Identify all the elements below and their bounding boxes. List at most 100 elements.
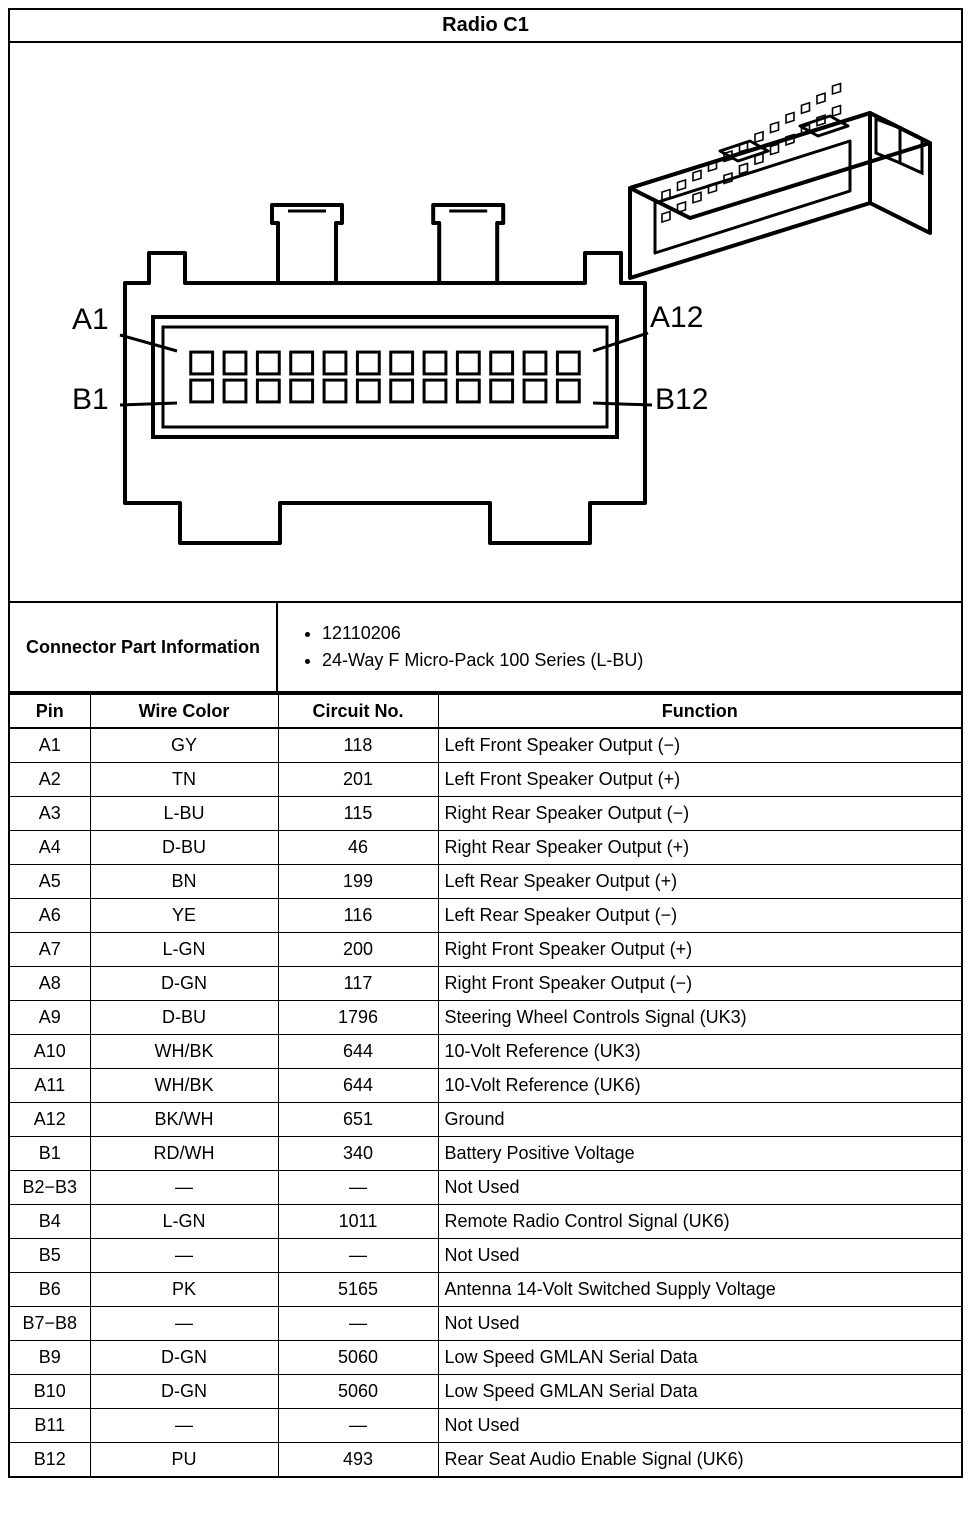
cell-func: Remote Radio Control Signal (UK6) [438, 1204, 961, 1238]
cell-circuit: — [278, 1238, 438, 1272]
table-row: B6PK5165Antenna 14-Volt Switched Supply … [10, 1272, 961, 1306]
cell-wire: BK/WH [90, 1102, 278, 1136]
cell-pin: A9 [10, 1000, 90, 1034]
cell-func: Not Used [438, 1306, 961, 1340]
table-row: A4D-BU46Right Rear Speaker Output (+) [10, 830, 961, 864]
cell-circuit: 644 [278, 1068, 438, 1102]
cell-wire: D-GN [90, 966, 278, 1000]
cell-wire: L-BU [90, 796, 278, 830]
cell-func: Not Used [438, 1408, 961, 1442]
cell-func: Right Front Speaker Output (+) [438, 932, 961, 966]
cell-wire: D-GN [90, 1340, 278, 1374]
cell-func: Left Rear Speaker Output (−) [438, 898, 961, 932]
cell-circuit: 651 [278, 1102, 438, 1136]
table-row: B9D-GN5060Low Speed GMLAN Serial Data [10, 1340, 961, 1374]
cell-circuit: 116 [278, 898, 438, 932]
cell-pin: A8 [10, 966, 90, 1000]
cell-wire: D-GN [90, 1374, 278, 1408]
cell-wire: D-BU [90, 830, 278, 864]
cell-circuit: 200 [278, 932, 438, 966]
connector-info-item: 24-Way F Micro-Pack 100 Series (L-BU) [322, 650, 943, 671]
cell-circuit: — [278, 1408, 438, 1442]
cell-func: 10-Volt Reference (UK3) [438, 1034, 961, 1068]
table-row: B7−B8——Not Used [10, 1306, 961, 1340]
table-row: B4L-GN1011Remote Radio Control Signal (U… [10, 1204, 961, 1238]
pinout-table: Pin Wire Color Circuit No. Function A1GY… [10, 693, 961, 1476]
cell-wire: — [90, 1238, 278, 1272]
cell-pin: B7−B8 [10, 1306, 90, 1340]
page-title: Radio C1 [10, 10, 961, 43]
cell-func: Low Speed GMLAN Serial Data [438, 1340, 961, 1374]
table-row: B2−B3——Not Used [10, 1170, 961, 1204]
connector-info-list: 1211020624-Way F Micro-Pack 100 Series (… [296, 623, 943, 671]
cell-circuit: 644 [278, 1034, 438, 1068]
cell-func: Right Rear Speaker Output (−) [438, 796, 961, 830]
cell-wire: PK [90, 1272, 278, 1306]
col-header-func: Function [438, 694, 961, 728]
table-row: A3L-BU115Right Rear Speaker Output (−) [10, 796, 961, 830]
cell-func: Not Used [438, 1170, 961, 1204]
cell-func: Left Front Speaker Output (−) [438, 728, 961, 762]
cell-circuit: 1011 [278, 1204, 438, 1238]
cell-pin: A11 [10, 1068, 90, 1102]
cell-circuit: 46 [278, 830, 438, 864]
label-a1: A1 [72, 303, 109, 337]
cell-pin: A5 [10, 864, 90, 898]
cell-pin: B11 [10, 1408, 90, 1442]
cell-pin: A10 [10, 1034, 90, 1068]
cell-func: Battery Positive Voltage [438, 1136, 961, 1170]
cell-func: Not Used [438, 1238, 961, 1272]
table-row: B5——Not Used [10, 1238, 961, 1272]
connector-diagram: A1 A12 B1 B12 [10, 43, 961, 603]
cell-wire: WH/BK [90, 1068, 278, 1102]
connector-info-label: Connector Part Information [10, 603, 278, 691]
table-row: A8D-GN117Right Front Speaker Output (−) [10, 966, 961, 1000]
col-header-wire: Wire Color [90, 694, 278, 728]
table-row: A7L-GN200Right Front Speaker Output (+) [10, 932, 961, 966]
table-row: A6YE116Left Rear Speaker Output (−) [10, 898, 961, 932]
cell-func: Rear Seat Audio Enable Signal (UK6) [438, 1442, 961, 1476]
table-row: A2TN201Left Front Speaker Output (+) [10, 762, 961, 796]
col-header-pin: Pin [10, 694, 90, 728]
cell-circuit: 201 [278, 762, 438, 796]
cell-func: 10-Volt Reference (UK6) [438, 1068, 961, 1102]
label-b1: B1 [72, 383, 109, 417]
cell-wire: — [90, 1408, 278, 1442]
col-header-circuit: Circuit No. [278, 694, 438, 728]
cell-func: Left Rear Speaker Output (+) [438, 864, 961, 898]
table-row: B12PU493Rear Seat Audio Enable Signal (U… [10, 1442, 961, 1476]
cell-circuit: 5060 [278, 1374, 438, 1408]
cell-pin: B10 [10, 1374, 90, 1408]
cell-wire: TN [90, 762, 278, 796]
cell-func: Right Front Speaker Output (−) [438, 966, 961, 1000]
cell-func: Ground [438, 1102, 961, 1136]
cell-circuit: 115 [278, 796, 438, 830]
cell-circuit: 1796 [278, 1000, 438, 1034]
document-frame: Radio C1 A1 A12 B1 B12 Connector Part In… [8, 8, 963, 1478]
table-row: B11——Not Used [10, 1408, 961, 1442]
cell-pin: B4 [10, 1204, 90, 1238]
cell-wire: — [90, 1306, 278, 1340]
cell-pin: A12 [10, 1102, 90, 1136]
cell-pin: A4 [10, 830, 90, 864]
cell-circuit: — [278, 1306, 438, 1340]
cell-wire: L-GN [90, 932, 278, 966]
table-row: A11WH/BK64410-Volt Reference (UK6) [10, 1068, 961, 1102]
cell-pin: B5 [10, 1238, 90, 1272]
cell-pin: B1 [10, 1136, 90, 1170]
connector-info-value: 1211020624-Way F Micro-Pack 100 Series (… [278, 603, 961, 691]
cell-pin: B12 [10, 1442, 90, 1476]
cell-func: Antenna 14-Volt Switched Supply Voltage [438, 1272, 961, 1306]
cell-wire: GY [90, 728, 278, 762]
cell-circuit: — [278, 1170, 438, 1204]
cell-wire: RD/WH [90, 1136, 278, 1170]
cell-circuit: 5060 [278, 1340, 438, 1374]
table-row: A5BN199Left Rear Speaker Output (+) [10, 864, 961, 898]
table-row: B1RD/WH340Battery Positive Voltage [10, 1136, 961, 1170]
cell-wire: WH/BK [90, 1034, 278, 1068]
cell-pin: B6 [10, 1272, 90, 1306]
table-row: A1GY118Left Front Speaker Output (−) [10, 728, 961, 762]
cell-circuit: 199 [278, 864, 438, 898]
cell-circuit: 117 [278, 966, 438, 1000]
cell-wire: PU [90, 1442, 278, 1476]
